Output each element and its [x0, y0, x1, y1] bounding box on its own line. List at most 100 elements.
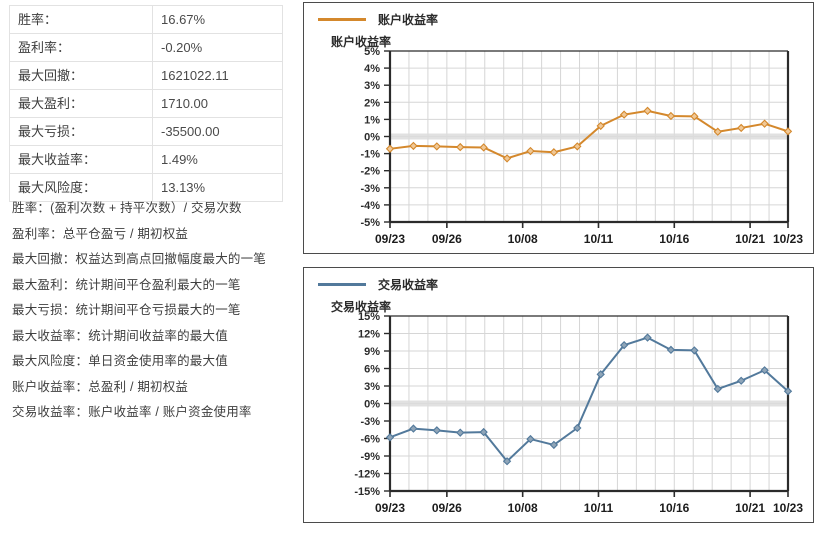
data-point-marker	[456, 428, 465, 437]
x-tick-label: 09/26	[432, 232, 462, 246]
data-point-marker	[409, 141, 418, 151]
y-tick-label: 6%	[364, 364, 380, 376]
y-tick-label: 2%	[364, 97, 380, 109]
definition-line: 最大亏损：统计期间平仓亏损最大的一笔	[12, 303, 241, 317]
data-point-marker	[456, 142, 465, 152]
stat-label: 最大回撤：	[9, 61, 153, 90]
y-tick-label: -3%	[360, 183, 380, 195]
table-row: 最大风险度： 13.13%	[9, 173, 283, 202]
stat-value: 1.49%	[152, 145, 283, 174]
data-point-marker	[479, 427, 488, 437]
y-tick-label: -3%	[360, 416, 380, 428]
table-row: 最大收益率： 1.49%	[9, 145, 283, 174]
y-tick-label: -2%	[360, 166, 380, 178]
stat-label: 最大风险度：	[9, 173, 153, 202]
stat-value: 1621022.11	[152, 61, 283, 90]
data-point-marker	[643, 106, 652, 116]
data-point-marker	[479, 143, 488, 152]
definition-line: 账户收益率：总盈利 / 期初权益	[12, 379, 189, 394]
y-tick-label: -6%	[360, 434, 380, 446]
y-tick-label: 3%	[364, 381, 380, 393]
y-tick-label: 15%	[358, 311, 380, 323]
x-tick-label: 10/08	[508, 232, 538, 246]
data-point-marker	[690, 112, 699, 121]
y-tick-label: 9%	[364, 346, 380, 358]
table-row: 最大盈利： 1710.00	[9, 89, 283, 118]
data-point-marker	[737, 123, 746, 133]
data-point-marker	[713, 127, 722, 136]
stat-value: 1710.00	[152, 89, 283, 118]
data-point-marker	[643, 333, 652, 342]
y-tick-label: 0%	[364, 132, 380, 144]
data-point-marker	[432, 426, 441, 435]
statistics-table-body: 胜率： 16.67% 盈利率： -0.20% 最大回撤： 1621022.11 …	[9, 5, 283, 202]
summary-column: 胜率： 16.67% 盈利率： -0.20% 最大回撤： 1621022.11 …	[0, 0, 296, 534]
x-tick-label: 10/11	[584, 232, 614, 246]
data-point-marker	[760, 366, 769, 375]
data-line	[389, 336, 789, 463]
legend-label: 账户收益率	[378, 12, 439, 27]
y-tick-label: 3%	[364, 80, 380, 92]
data-point-marker	[432, 142, 441, 151]
data-point-marker	[596, 121, 605, 131]
data-point-marker	[502, 457, 512, 466]
y-tick-label: -4%	[360, 200, 380, 212]
definition-line: 最大回撤：权益达到高点回撤幅度最大的一笔	[12, 252, 267, 266]
statistics-table: 胜率： 16.67% 盈利率： -0.20% 最大回撤： 1621022.11 …	[9, 5, 283, 202]
x-tick-label: 10/11	[584, 501, 614, 515]
stat-label: 最大亏损：	[9, 117, 153, 146]
chart-axis-title: 账户收益率	[331, 35, 392, 49]
chart-axis-title: 交易收益率	[331, 300, 392, 314]
y-tick-label: 0%	[364, 399, 380, 411]
trade-return-plot: 15% 12% 9% 6% 3% 0% -3% -6% -9% -12% -15% 09/23 09/2…	[354, 311, 803, 515]
data-point-marker	[619, 340, 629, 350]
stat-value: 13.13%	[152, 173, 283, 202]
table-row: 最大亏损： -35500.00	[9, 117, 283, 146]
legend-color-swatch	[318, 282, 366, 286]
data-point-marker	[526, 146, 535, 156]
data-point-marker	[666, 345, 676, 355]
x-tick-label: 10/16	[659, 501, 689, 515]
data-point-marker	[619, 110, 629, 119]
x-tick-label: 09/23	[375, 232, 405, 246]
account-return-plot: 5% 4% 3% 2% 1% 0% -1% -2% -3% -4% -5% 09/23 09/26 10/…	[360, 46, 803, 246]
data-point-marker	[737, 376, 746, 385]
x-tick-label: 10/23	[773, 501, 803, 515]
stat-label: 最大盈利：	[9, 89, 153, 118]
definition-line: 最大风险度：单日资金使用率的最大值	[12, 354, 228, 368]
stat-value: -0.20%	[152, 33, 283, 62]
data-point-marker	[385, 144, 395, 153]
stat-value: -35500.00	[152, 117, 283, 146]
data-point-marker	[596, 370, 605, 379]
stat-label: 胜率：	[9, 5, 153, 34]
y-tick-label: -15%	[354, 486, 380, 498]
x-tick-label: 10/16	[659, 232, 689, 246]
data-point-marker	[573, 142, 582, 151]
y-tick-label: 1%	[364, 114, 380, 126]
data-point-marker	[526, 434, 535, 444]
data-point-marker	[666, 111, 676, 121]
definition-line: 盈利率：总平仓盈亏 / 期初权益	[12, 226, 189, 241]
table-row: 最大回撤： 1621022.11	[9, 61, 283, 90]
x-tick-label: 09/26	[432, 501, 462, 515]
y-tick-label: -1%	[360, 149, 380, 161]
data-point-marker	[549, 148, 559, 157]
stat-value: 16.67%	[152, 5, 283, 34]
data-point-marker	[713, 384, 722, 394]
trade-return-chart-panel: 交易收益率 交易收益率 15% 12% 9% 6% 3% 0% -3% -6% -9% -12% -…	[303, 267, 814, 523]
stat-label: 最大收益率：	[9, 145, 153, 174]
table-row: 胜率： 16.67%	[9, 5, 283, 34]
chart-legend: 账户收益率	[318, 12, 439, 27]
y-tick-label: -5%	[360, 217, 380, 229]
definition-line: 最大盈利：统计期间平仓盈利最大的一笔	[12, 277, 241, 292]
x-tick-label: 10/23	[773, 232, 803, 246]
data-point-marker	[783, 127, 793, 136]
data-point-marker	[760, 119, 769, 128]
y-tick-label: 4%	[364, 63, 380, 75]
definition-line: 最大收益率：统计期间收益率的最大值	[12, 328, 228, 343]
y-tick-label: -12%	[354, 469, 380, 481]
data-point-marker	[385, 433, 395, 442]
x-tick-label: 10/21	[735, 232, 765, 246]
x-tick-label: 10/21	[735, 501, 765, 515]
x-tick-label: 09/23	[375, 501, 405, 515]
